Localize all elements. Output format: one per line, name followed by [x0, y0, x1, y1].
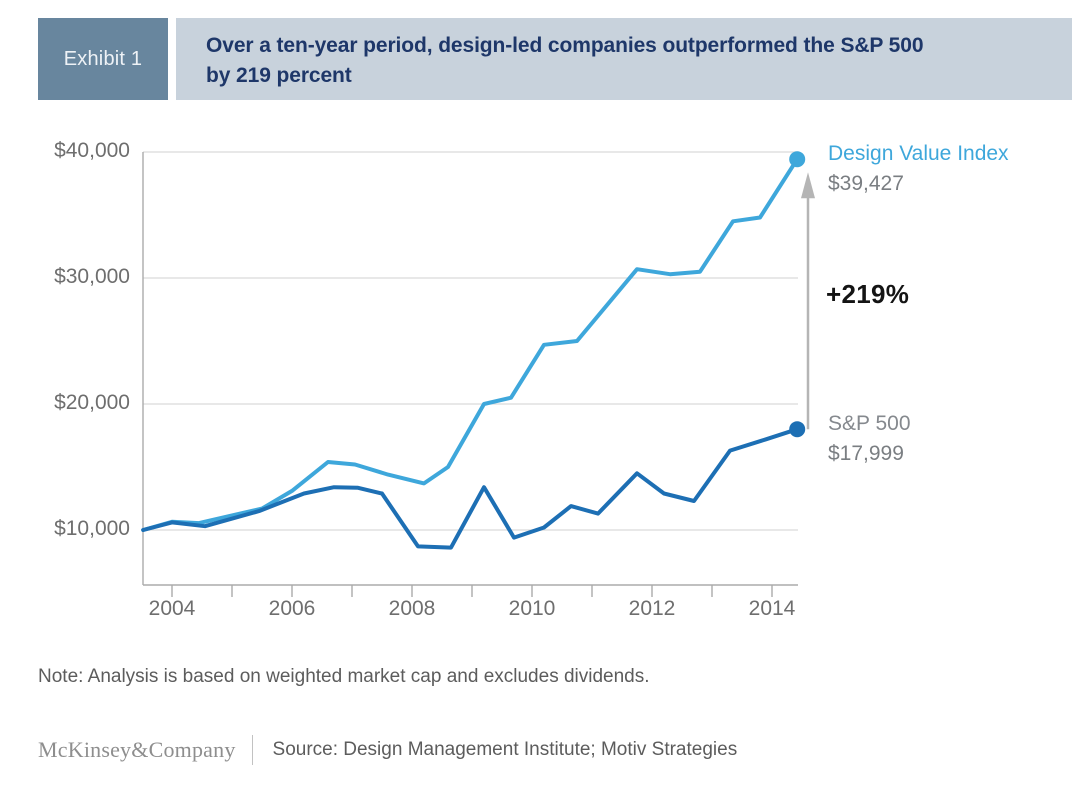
exhibit-badge-label: Exhibit 1: [63, 47, 143, 70]
sp500-end-value: $17,999: [828, 442, 904, 465]
delta-percent-annotation: +219%: [826, 279, 910, 309]
source-credit: Source: Design Management Institute; Mot…: [272, 739, 738, 760]
line-chart: [141, 151, 815, 597]
design-value-index-end-value: $39,427: [828, 172, 904, 195]
footer-divider: [251, 735, 253, 765]
footer: McKinsey&Company Source: Design Manageme…: [38, 735, 737, 765]
chart-title: Over a ten-year period, design-led compa…: [176, 18, 1072, 92]
chart-title-line1: Over a ten-year period, design-led compa…: [206, 34, 924, 57]
sp500-legend-label: S&P 500: [828, 412, 911, 435]
chart-title-line2: by 219 percent: [206, 64, 352, 88]
up-arrow-icon: [801, 172, 815, 199]
footnote: Note: Analysis is based on weighted mark…: [38, 666, 650, 687]
exhibit-badge: Exhibit 1: [38, 18, 168, 100]
mckinsey-logo: McKinsey&Company: [38, 737, 236, 762]
design-value-index-legend-label: Design Value Index: [828, 142, 1009, 165]
title-banner: Over a ten-year period, design-led compa…: [176, 18, 1072, 100]
